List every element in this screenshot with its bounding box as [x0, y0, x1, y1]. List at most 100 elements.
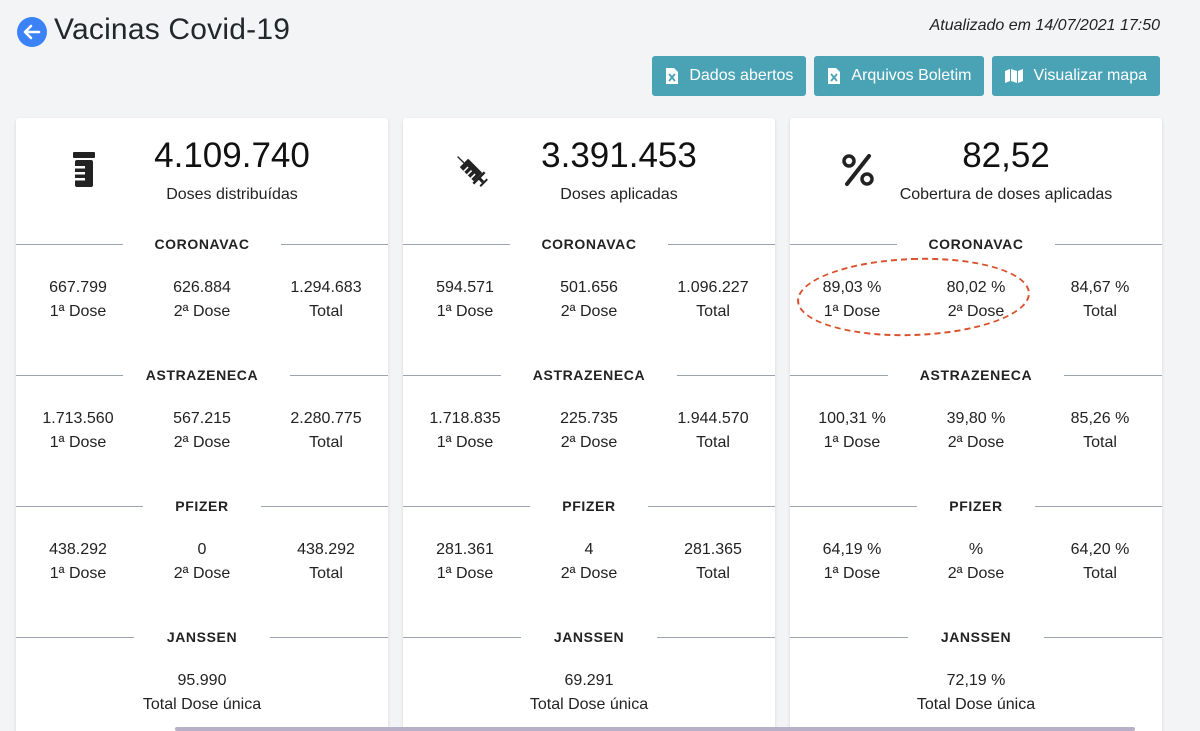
- stat-label: 2ª Dose: [173, 565, 231, 582]
- open-data-label: Dados abertos: [689, 67, 794, 84]
- stat-value: 69.291: [564, 672, 614, 689]
- stat-value: 438.292: [49, 541, 107, 558]
- stat-value: 95.990: [177, 672, 227, 689]
- stat-value: 89,03 %: [822, 279, 882, 296]
- stat-value: %: [968, 541, 984, 558]
- stat-value: 1.718.835: [429, 410, 501, 427]
- stat-value: 667.799: [49, 279, 107, 296]
- stat-label: Total Dose única: [529, 696, 649, 713]
- single-dose-cell: 69.291 Total Dose única: [403, 669, 775, 717]
- updated-timestamp: Atualizado em 14/07/2021 17:50: [929, 17, 1160, 34]
- stat-label: 2ª Dose: [947, 303, 1005, 320]
- dose-2-cell: 567.215 2ª Dose: [140, 407, 264, 455]
- section-janssen: JANSSEN 69.291 Total Dose única: [403, 627, 775, 717]
- section-title: ASTRAZENECA: [145, 367, 259, 383]
- stat-label: 1ª Dose: [436, 303, 494, 320]
- stat-label: 1ª Dose: [823, 565, 881, 582]
- dose-1-cell: 667.799 1ª Dose: [16, 276, 140, 324]
- section-title: JANSSEN: [553, 629, 625, 645]
- stat-label: Total: [696, 303, 730, 320]
- stat-value: 1.944.570: [677, 410, 749, 427]
- stat-label: Total: [309, 303, 343, 320]
- toolbar: Dados abertos Arquivos Boletim Visualiza…: [652, 56, 1160, 96]
- stat-label: Total: [696, 565, 730, 582]
- section-astrazeneca: ASTRAZENECA 100,31 % 1ª Dose 39,80 % 2ª Do…: [790, 365, 1162, 455]
- stat-value: 2.280.775: [290, 410, 362, 427]
- stat-label: Total Dose única: [142, 696, 262, 713]
- dose-1-cell: 64,19 % 1ª Dose: [790, 538, 914, 586]
- dose-1-cell: 89,03 % 1ª Dose: [790, 276, 914, 324]
- card-label: Doses aplicadas: [560, 186, 678, 203]
- section-title: PFIZER: [949, 498, 1003, 514]
- card-doses-applied: 3.391.453 Doses aplicadas CORONAVAC 594.…: [403, 118, 775, 731]
- stat-value: 1.294.683: [290, 279, 362, 296]
- dose-1-cell: 1.718.835 1ª Dose: [403, 407, 527, 455]
- card-dose-coverage: 82,52 Cobertura de doses aplicadas CORON…: [790, 118, 1162, 731]
- section-title: JANSSEN: [940, 629, 1012, 645]
- view-map-button[interactable]: Visualizar mapa: [992, 56, 1160, 96]
- stat-label: 2ª Dose: [560, 565, 618, 582]
- excel-file-icon: [666, 68, 679, 84]
- section-pfizer: PFIZER 438.292 1ª Dose 0 2ª Dose 438.292 To…: [16, 496, 388, 586]
- map-icon: [1005, 69, 1024, 83]
- dose-1-cell: 438.292 1ª Dose: [16, 538, 140, 586]
- dose-2-cell: 39,80 % 2ª Dose: [914, 407, 1038, 455]
- stat-label: 1ª Dose: [49, 303, 107, 320]
- stat-value: 64,20 %: [1070, 541, 1130, 558]
- stat-label: 1ª Dose: [436, 434, 494, 451]
- stat-label: 2ª Dose: [560, 434, 618, 451]
- stat-label: 2ª Dose: [173, 434, 231, 451]
- dose-2-cell: % 2ª Dose: [914, 538, 1038, 586]
- section-title: ASTRAZENECA: [919, 367, 1033, 383]
- horizontal-scrollbar[interactable]: [175, 727, 1135, 731]
- stat-label: Total: [1083, 434, 1117, 451]
- stat-label: 1ª Dose: [436, 565, 494, 582]
- view-map-label: Visualizar mapa: [1033, 67, 1147, 84]
- card-header: 4.109.740 Doses distribuídas: [16, 118, 388, 228]
- percent-icon: [842, 154, 874, 186]
- back-button[interactable]: [17, 17, 47, 47]
- total-cell: 438.292 Total: [264, 538, 388, 586]
- card-label: Doses distribuídas: [166, 186, 298, 203]
- stat-label: 2ª Dose: [947, 565, 1005, 582]
- section-janssen: JANSSEN 95.990 Total Dose única: [16, 627, 388, 717]
- card-label: Cobertura de doses aplicadas: [899, 186, 1113, 203]
- total-cell: 64,20 % Total: [1038, 538, 1162, 586]
- stat-label: Total: [309, 565, 343, 582]
- section-title: PFIZER: [562, 498, 616, 514]
- card-header: 3.391.453 Doses aplicadas: [403, 118, 775, 228]
- card-value: 4.109.740: [154, 136, 310, 175]
- stat-value: 85,26 %: [1070, 410, 1130, 427]
- bulletin-files-button[interactable]: Arquivos Boletim: [814, 56, 985, 96]
- card-value: 82,52: [962, 136, 1050, 175]
- dose-2-cell: 626.884 2ª Dose: [140, 276, 264, 324]
- stats-cards: 4.109.740 Doses distribuídas CORONAVAC 6…: [16, 118, 1162, 731]
- total-cell: 281.365 Total: [651, 538, 775, 586]
- stat-value: 4: [584, 541, 594, 558]
- stat-label: 2ª Dose: [173, 303, 231, 320]
- stat-label: 1ª Dose: [823, 434, 881, 451]
- page-title: Vacinas Covid-19: [54, 13, 291, 46]
- stat-value: 626.884: [173, 279, 231, 296]
- stat-label: 2ª Dose: [947, 434, 1005, 451]
- section-janssen: JANSSEN 72,19 % Total Dose única: [790, 627, 1162, 717]
- section-pfizer: PFIZER 64,19 % 1ª Dose % 2ª Dose 64,20 % To…: [790, 496, 1162, 586]
- stat-value: 84,67 %: [1070, 279, 1130, 296]
- section-title: PFIZER: [175, 498, 229, 514]
- excel-file-icon: [828, 68, 841, 84]
- arrow-left-icon: [23, 24, 41, 40]
- stat-value: 0: [197, 541, 207, 558]
- section-astrazeneca: ASTRAZENECA 1.713.560 1ª Dose 567.215 2ª D…: [16, 365, 388, 455]
- stat-value: 567.215: [173, 410, 231, 427]
- stat-value: 39,80 %: [946, 410, 1006, 427]
- stat-value: 281.365: [684, 541, 742, 558]
- open-data-button[interactable]: Dados abertos: [652, 56, 807, 96]
- section-title: JANSSEN: [166, 629, 238, 645]
- total-cell: 1.294.683 Total: [264, 276, 388, 324]
- stat-value: 80,02 %: [946, 279, 1006, 296]
- stat-value: 225.735: [560, 410, 618, 427]
- card-doses-distributed: 4.109.740 Doses distribuídas CORONAVAC 6…: [16, 118, 388, 731]
- dose-1-cell: 1.713.560 1ª Dose: [16, 407, 140, 455]
- dose-2-cell: 80,02 % 2ª Dose: [914, 276, 1038, 324]
- page-header: Vacinas Covid-19 Atualizado em 14/07/202…: [0, 0, 1200, 110]
